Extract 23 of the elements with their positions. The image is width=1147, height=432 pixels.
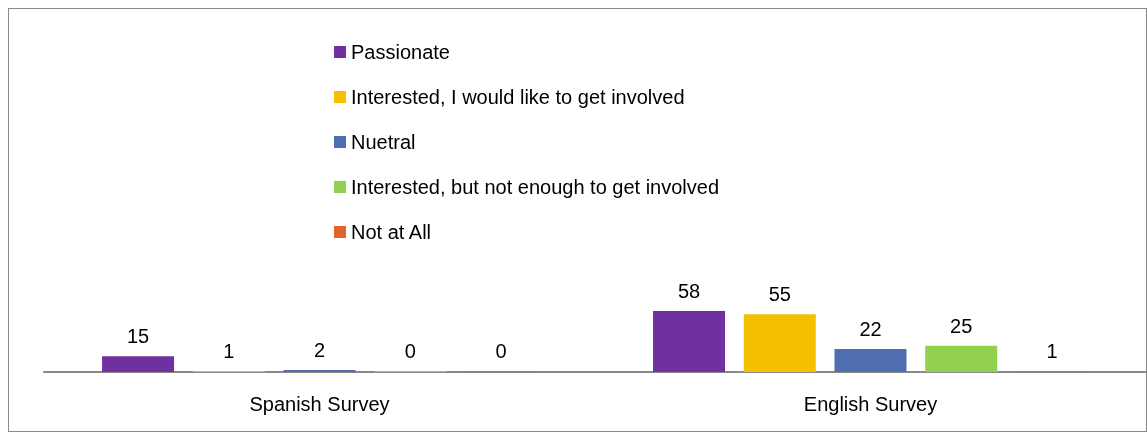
- legend-label: Nuetral: [351, 131, 416, 153]
- data-label: 22: [859, 317, 882, 340]
- data-label: 55: [768, 283, 791, 306]
- x-tick-label: English Survey: [803, 393, 938, 415]
- bar: [834, 348, 907, 372]
- legend-label: Interested, but not enough to get involved: [351, 176, 720, 198]
- bar: [283, 369, 356, 372]
- data-label: 2: [313, 338, 326, 361]
- legend-label: Interested, I would like to get involved: [351, 86, 685, 108]
- data-label: 0: [404, 340, 416, 362]
- data-label: 58: [677, 280, 701, 303]
- data-label: 1: [223, 339, 235, 362]
- data-label: 1: [1046, 339, 1058, 362]
- legend-label: Not at All: [351, 221, 432, 243]
- bar: [653, 311, 726, 372]
- x-tick-label: Spanish Survey: [249, 393, 390, 415]
- data-label: 25: [950, 314, 973, 337]
- data-label: 15: [126, 325, 150, 348]
- bar: [743, 314, 816, 372]
- bar: [102, 356, 175, 372]
- legend-label: Passionate: [351, 41, 450, 63]
- bar: [925, 345, 998, 372]
- data-label: 0: [495, 340, 507, 362]
